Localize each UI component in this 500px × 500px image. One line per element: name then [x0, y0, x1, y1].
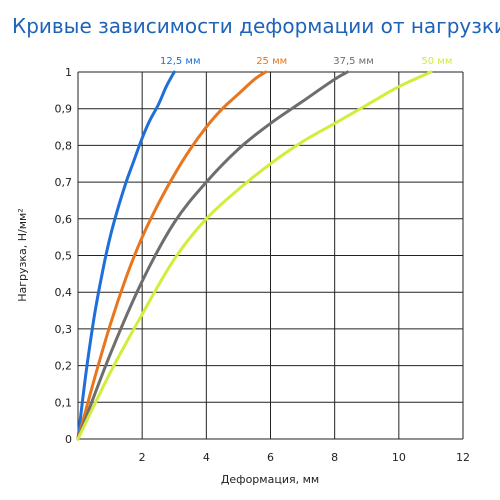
y-tick-label: 1: [65, 66, 72, 79]
y-tick-label: 0,9: [55, 103, 73, 116]
y-tick-label: 0,2: [55, 360, 73, 373]
grid: [77, 71, 464, 440]
y-tick-label: 0: [65, 433, 72, 446]
y-tick-label: 0,4: [55, 286, 73, 299]
series-line-4: [76, 70, 433, 441]
series-line-1: [76, 70, 176, 441]
series-label-1: 12,5 мм: [160, 56, 201, 67]
series-line-3: [76, 70, 349, 441]
y-tick-label: 0,5: [55, 250, 73, 263]
series-labels: 12,5 мм 25 мм 37,5 мм 50 мм: [160, 56, 452, 67]
x-tick-label: 4: [203, 451, 210, 464]
x-axis-label: Деформация, мм: [221, 473, 319, 486]
tick-labels: 2 4 6 8 10 12 0 0,1 0,2 0,3 0,4 0,5 0,6 0,7 0,8 0,9 1: [55, 66, 471, 464]
y-tick-label: 0,6: [55, 213, 73, 226]
x-tick-label: 10: [392, 451, 406, 464]
y-tick-label: 0,7: [55, 176, 73, 189]
x-tick-label: 8: [331, 451, 338, 464]
y-tick-label: 0,1: [55, 396, 73, 409]
y-axis-label: Нагрузка, Н/мм²: [16, 208, 29, 302]
chart-title: Кривые зависимости деформации от нагрузк…: [12, 14, 500, 38]
series-line-2: [76, 70, 268, 441]
series-label-2: 25 мм: [256, 56, 287, 67]
y-tick-label: 0,3: [55, 323, 73, 336]
series-lines: [76, 70, 433, 441]
x-tick-label: 12: [456, 451, 470, 464]
x-tick-label: 6: [267, 451, 274, 464]
series-label-3: 37,5 мм: [333, 56, 374, 67]
y-tick-label: 0,8: [55, 139, 73, 152]
x-tick-label: 2: [139, 451, 146, 464]
series-label-4: 50 мм: [421, 56, 452, 67]
